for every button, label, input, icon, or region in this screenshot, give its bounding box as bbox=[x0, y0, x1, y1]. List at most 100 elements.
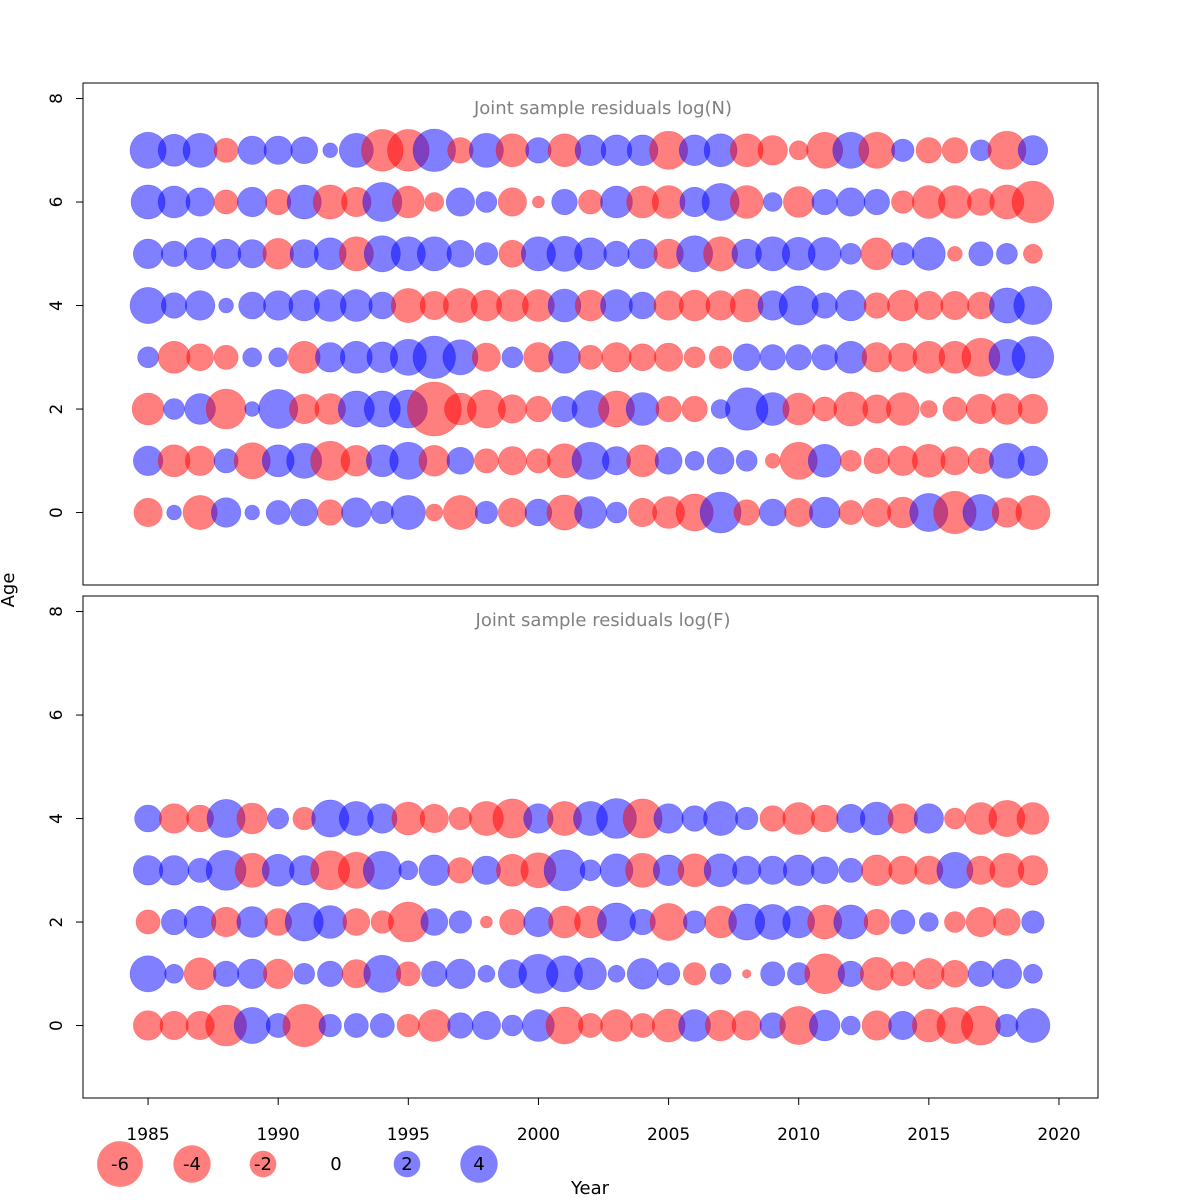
residual-bubble bbox=[396, 1013, 420, 1038]
residual-bubble bbox=[213, 344, 239, 370]
residual-bubble bbox=[760, 961, 786, 987]
residual-bubble bbox=[965, 906, 997, 938]
residual-bubble bbox=[654, 342, 684, 372]
residual-bubble bbox=[605, 501, 628, 524]
y-axis-title: Age bbox=[0, 573, 19, 608]
residual-bubble bbox=[341, 497, 372, 528]
residual-bubble bbox=[1023, 244, 1043, 264]
residual-bubble bbox=[601, 342, 632, 373]
residual-bubble bbox=[238, 291, 266, 320]
residual-bubble bbox=[186, 343, 214, 372]
residual-bubble bbox=[1017, 135, 1049, 166]
residual-bubble bbox=[941, 959, 969, 988]
residual-bubble bbox=[425, 503, 444, 522]
residual-bubble bbox=[473, 448, 499, 474]
residual-bubble bbox=[961, 1005, 1001, 1046]
residual-bubble bbox=[244, 401, 260, 417]
residual-bubble bbox=[545, 1006, 584, 1045]
residual-bubble bbox=[655, 395, 682, 423]
residual-bubble bbox=[735, 806, 759, 831]
residual-bubble bbox=[678, 289, 711, 322]
residual-bubble bbox=[497, 497, 527, 527]
residual-bubble bbox=[944, 911, 966, 933]
panel-logN: Joint sample residuals log(N) 0 2 4 6 8 bbox=[47, 82, 1099, 586]
residual-bubble bbox=[1017, 445, 1049, 476]
residual-bubble bbox=[863, 188, 890, 216]
y-tick-label: 6 bbox=[47, 197, 67, 208]
residual-bubble bbox=[237, 239, 267, 269]
residual-bubble bbox=[313, 905, 348, 939]
residual-bubble bbox=[211, 238, 242, 269]
residual-bubble bbox=[940, 446, 970, 476]
residual-bubble bbox=[442, 495, 478, 530]
residual-bubble bbox=[343, 1013, 369, 1038]
residual-bubble bbox=[684, 450, 705, 471]
residual-bubble bbox=[424, 192, 445, 212]
residual-bubble bbox=[242, 347, 262, 368]
residual-bubble bbox=[447, 857, 474, 884]
y-tick-label: 0 bbox=[47, 1020, 67, 1031]
residual-bubble bbox=[708, 345, 733, 369]
residual-bubble bbox=[627, 238, 658, 269]
residual-bubble bbox=[543, 849, 586, 892]
residual-bubble bbox=[157, 340, 191, 374]
residual-bubble bbox=[861, 342, 892, 373]
panel-logN-title: Joint sample residuals log(N) bbox=[473, 98, 732, 119]
residual-bubble bbox=[758, 498, 787, 527]
residual-bubble bbox=[810, 856, 839, 885]
residual-bubble bbox=[757, 135, 788, 166]
residual-bubble bbox=[159, 855, 190, 886]
residual-bubble bbox=[448, 806, 473, 831]
x-tick-label: 2020 bbox=[1037, 1125, 1080, 1145]
y-tick-label: 2 bbox=[47, 404, 67, 415]
residual-bubble bbox=[914, 290, 944, 320]
residual-bubble bbox=[1013, 286, 1053, 325]
residual-bubble bbox=[129, 955, 167, 993]
legend-bubble bbox=[173, 1145, 211, 1183]
residual-bubble bbox=[862, 497, 892, 527]
residual-bubble bbox=[471, 1010, 501, 1040]
residual-bubble bbox=[600, 289, 633, 322]
residual-bubble bbox=[237, 186, 268, 218]
x-axis-title: Year bbox=[570, 1178, 610, 1199]
residual-bubble bbox=[891, 190, 915, 214]
residual-bubble bbox=[913, 958, 945, 990]
residual-bubble bbox=[532, 195, 545, 209]
legend-label: -6 bbox=[111, 1154, 129, 1175]
residual-bubble bbox=[759, 805, 786, 832]
residual-bubble bbox=[363, 954, 402, 993]
residual-bubble bbox=[574, 496, 607, 529]
residual-bubble bbox=[913, 803, 944, 834]
size-legend: -6 -4 -2 0 2 4 bbox=[97, 1141, 498, 1187]
residual-bubble bbox=[807, 237, 842, 271]
residual-bubble bbox=[758, 855, 788, 885]
residual-bubble bbox=[1017, 855, 1049, 886]
residual-bubble bbox=[161, 292, 188, 319]
residual-bubble bbox=[244, 504, 260, 521]
residual-bubble bbox=[237, 135, 267, 165]
residual-bubble bbox=[811, 188, 838, 216]
residual-bubble bbox=[574, 237, 607, 271]
legend-label: 2 bbox=[401, 1154, 412, 1175]
residual-bubble bbox=[732, 343, 761, 372]
legend-bubble bbox=[249, 1150, 277, 1178]
residual-bubble bbox=[764, 453, 781, 469]
residual-bubble bbox=[839, 243, 862, 265]
residual-bubble bbox=[526, 448, 551, 474]
residual-bubble bbox=[322, 142, 338, 159]
residual-bubble bbox=[390, 495, 426, 530]
legend-label: -2 bbox=[254, 1154, 272, 1175]
y-tick-label: 8 bbox=[47, 93, 67, 104]
residual-bubble bbox=[501, 346, 524, 369]
residual-bubble bbox=[134, 804, 162, 833]
residual-bubble bbox=[811, 344, 838, 371]
residual-bubble bbox=[839, 449, 862, 472]
residual-bubble bbox=[735, 449, 758, 472]
residual-bubble bbox=[996, 243, 1018, 265]
residual-bubble bbox=[416, 236, 452, 272]
x-tick-label: 2015 bbox=[907, 1125, 950, 1145]
legend-label: 4 bbox=[473, 1154, 484, 1175]
residual-bubble bbox=[445, 958, 476, 989]
y-tick-label: 8 bbox=[47, 606, 67, 617]
residual-bubble bbox=[578, 344, 603, 370]
